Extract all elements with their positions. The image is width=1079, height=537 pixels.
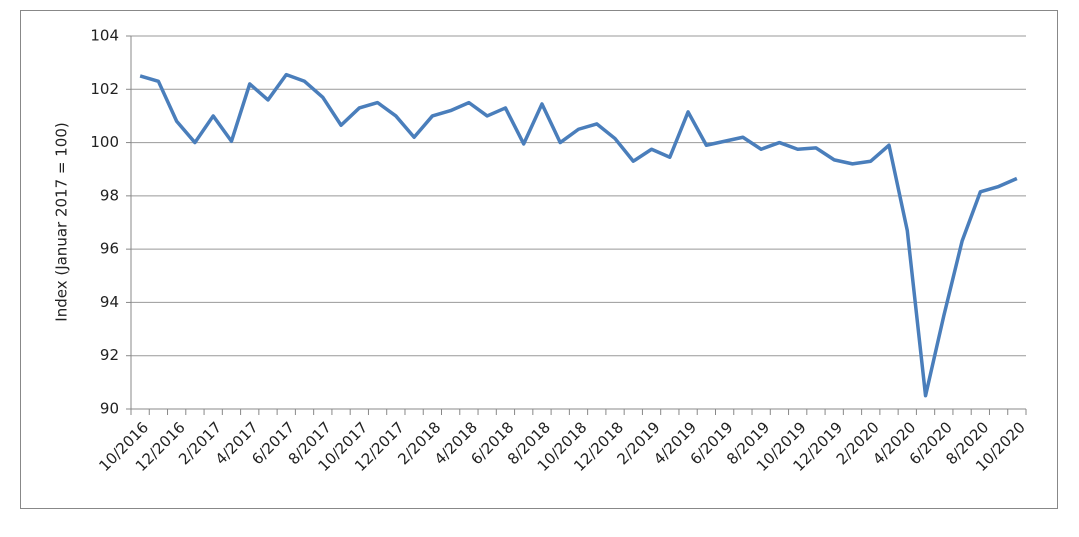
- y-tick-label: 104: [90, 27, 119, 45]
- y-tick-label: 96: [100, 240, 119, 258]
- y-tick-label: 92: [100, 346, 119, 364]
- chart-frame: [20, 10, 1058, 509]
- data-line: [139, 72, 1018, 398]
- y-tick-label: 98: [100, 186, 119, 204]
- y-tick-label: 102: [90, 80, 119, 98]
- y-tick-label: 90: [100, 400, 119, 418]
- y-tick-label: 100: [90, 133, 119, 151]
- y-axis-label: Index (Januar 2017 = 100): [53, 122, 71, 321]
- y-tick-label: 94: [100, 293, 119, 311]
